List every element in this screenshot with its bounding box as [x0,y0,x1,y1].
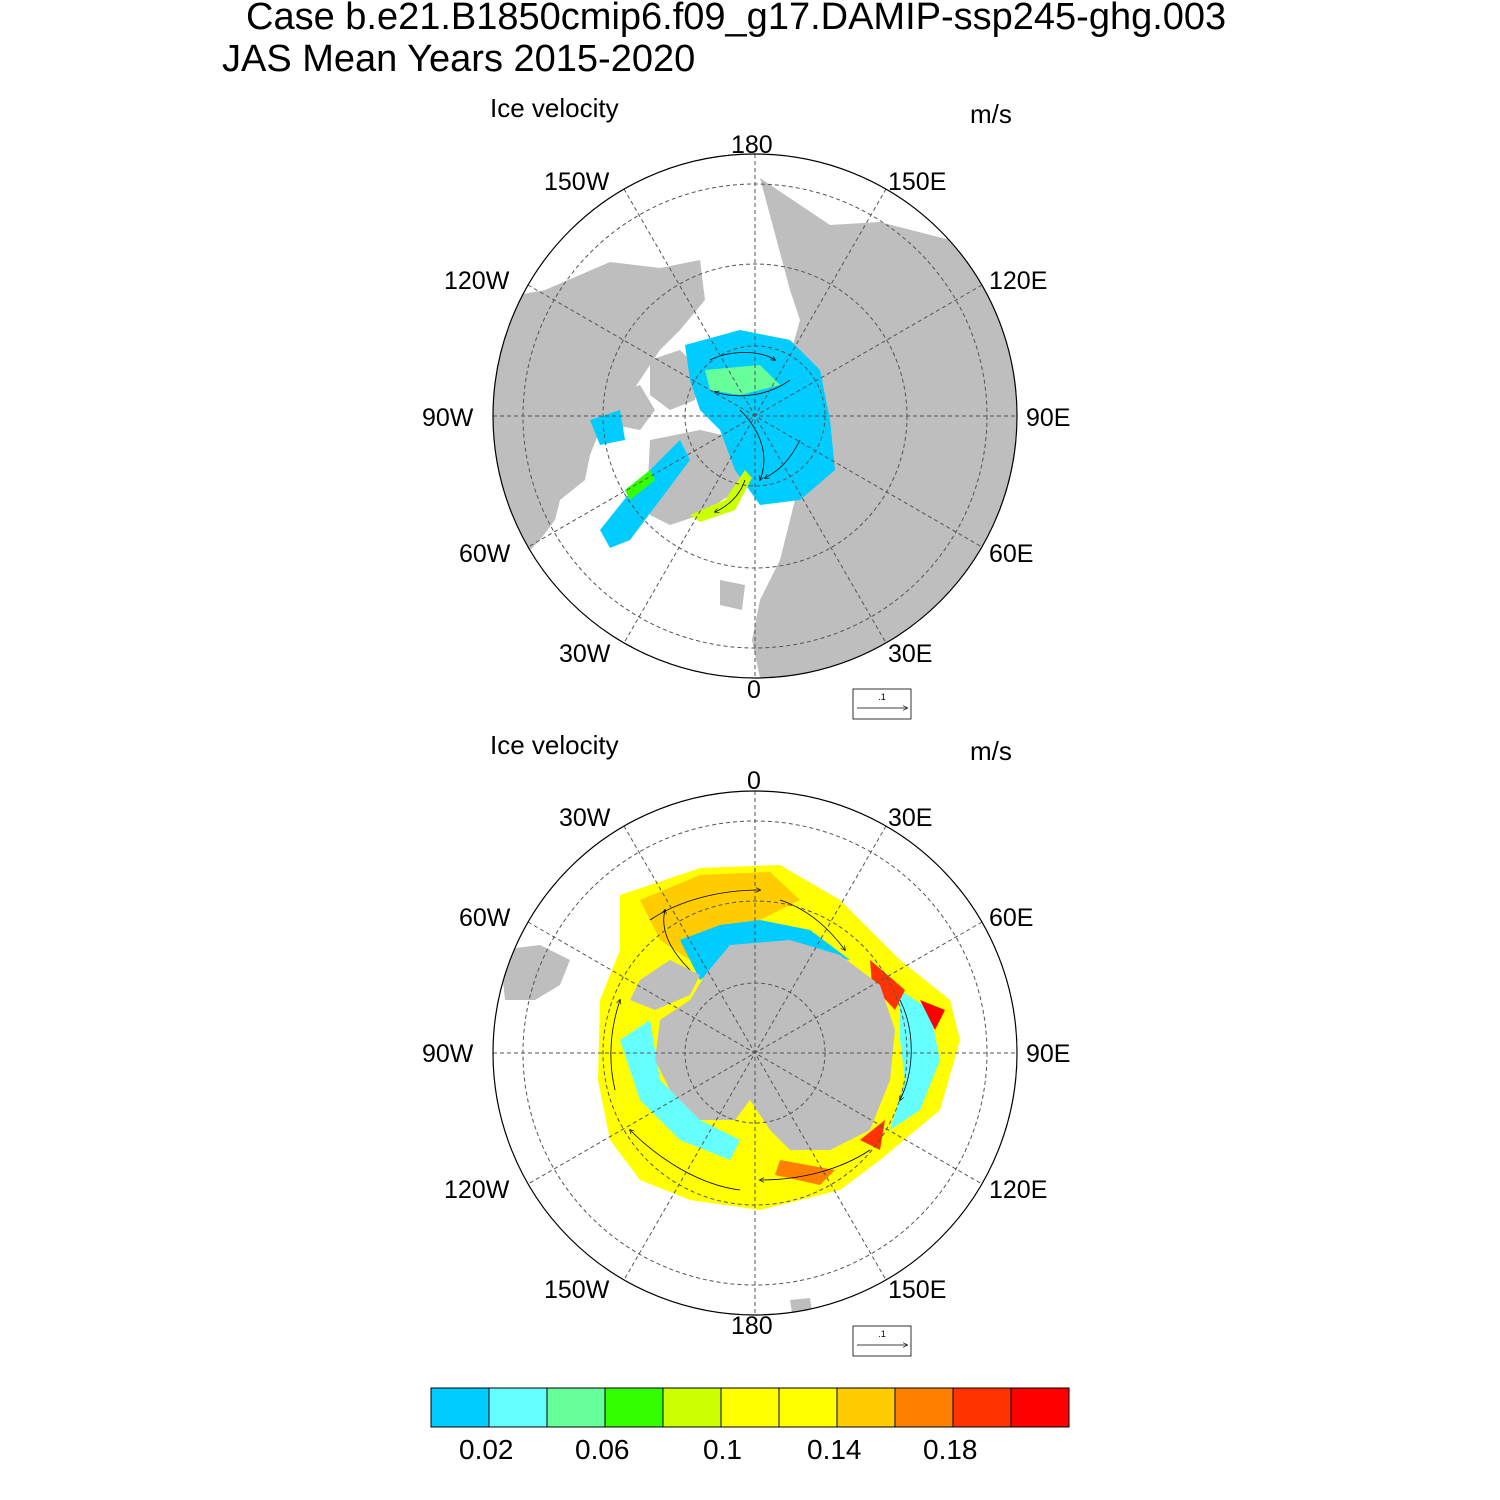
colorbar [430,1387,1070,1428]
south-lon-label-left: 90W [422,1040,474,1068]
north-map-boundary [492,153,1018,679]
north-lon-label-lower-left: 60W [459,540,511,568]
ross-sea-fast-ice [775,1160,835,1185]
hudson-bay-ice [590,410,625,445]
arctic-ice-faster-region [705,365,780,395]
iceland-land [720,580,745,610]
north-ice-velocity-field [590,330,835,548]
colorbar-tick-label: 0.06 [575,1434,630,1465]
east-antarctic-red-patch-2 [860,1120,885,1150]
north-america-land [493,260,705,560]
north-lon-label-bottom: 0 [747,676,761,704]
south-streamlines [610,890,912,1191]
north-lon-label-top-right: 150E [888,168,947,196]
weddell-fast-ice [640,872,800,960]
south-lon-label-bottom: 180 [731,1312,773,1340]
baffin-bay-ice [600,440,690,548]
south-land-masses [500,940,895,1312]
north-polar-map [492,153,1018,679]
eurasia-land [752,178,1017,678]
south-reference-vector-label: .1 [878,1329,886,1339]
north-lon-label-upper-right: 120E [989,267,1048,295]
north-lon-label-bottom-right: 30E [888,640,933,668]
ross-amundsen-inner-ice [620,1020,740,1160]
south-america-land [500,945,570,1000]
north-lon-label-top-left: 150W [544,168,610,196]
north-lon-label-lower-right: 60E [989,540,1034,568]
arctic-archipelago-island-1 [650,350,700,410]
south-reference-vector: .1 [852,1325,912,1357]
colorbar-swatch [720,1387,780,1428]
colorbar-tick-label: 0.18 [923,1434,978,1465]
colorbar-tick-label: 0.1 [703,1434,742,1465]
north-lon-label-right: 90E [1026,404,1071,432]
colorbar-swatch [894,1387,954,1428]
colorbar-swatch [546,1387,606,1428]
north-lon-label-upper-left: 120W [444,267,510,295]
south-lon-label-right: 90E [1026,1040,1071,1068]
new-zealand-land [790,1298,812,1312]
south-panel-units: m/s [970,736,1012,766]
south-lon-label-bottom-right: 150E [888,1276,947,1304]
north-reference-vector-label: .1 [878,692,886,702]
south-lon-label-upper-left: 60W [459,904,511,932]
south-panel-title: Ice velocity [490,730,619,760]
north-lon-label-left: 90W [422,404,474,432]
colorbar-swatch [778,1387,838,1428]
south-graticule [493,791,1017,1315]
south-polar-map [492,790,1018,1316]
south-map-boundary [492,790,1018,1316]
south-lon-label-top-left: 30W [559,804,611,832]
south-lon-label-lower-left: 120W [444,1176,510,1204]
north-lon-label-bottom-left: 30W [559,640,611,668]
south-lon-label-lower-right: 120E [989,1176,1048,1204]
colorbar-swatch [1010,1387,1070,1428]
colorbar-swatch [836,1387,896,1428]
north-land-masses [493,178,1017,678]
colorbar-swatch [662,1387,722,1428]
north-panel-units: m/s [970,99,1012,129]
colorbar-swatch [952,1387,1012,1428]
colorbar-swatch [430,1387,490,1428]
antarctic-peninsula [630,960,700,1010]
colorbar-tick-label: 0.02 [459,1434,514,1465]
south-lon-label-bottom-left: 150W [544,1276,610,1304]
north-reference-vector: .1 [852,688,912,720]
south-lon-label-top: 0 [747,767,761,795]
north-panel-title: Ice velocity [490,93,619,123]
south-lon-label-top-right: 30E [888,804,933,832]
figure-title-case: Case b.e21.B1850cmip6.f09_g17.DAMIP-ssp2… [246,0,1227,38]
antarctica-land [655,940,895,1150]
colorbar-tick-label: 0.14 [807,1434,862,1465]
east-antarctic-red-patch [920,1000,945,1030]
figure-title-period: JAS Mean Years 2015-2020 [222,38,696,80]
south-lon-label-upper-right: 60E [989,904,1034,932]
colorbar-swatch [488,1387,548,1428]
colorbar-swatch [604,1387,664,1428]
north-graticule [493,154,1017,678]
